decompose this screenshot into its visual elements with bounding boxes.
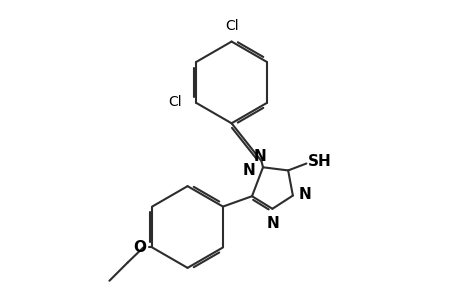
- Text: N: N: [253, 149, 266, 164]
- Text: N: N: [266, 216, 279, 231]
- Text: Cl: Cl: [224, 19, 238, 33]
- Text: N: N: [298, 188, 311, 202]
- Text: SH: SH: [307, 154, 331, 169]
- Text: N: N: [242, 163, 255, 178]
- Text: O: O: [133, 240, 146, 255]
- Text: Cl: Cl: [168, 95, 182, 109]
